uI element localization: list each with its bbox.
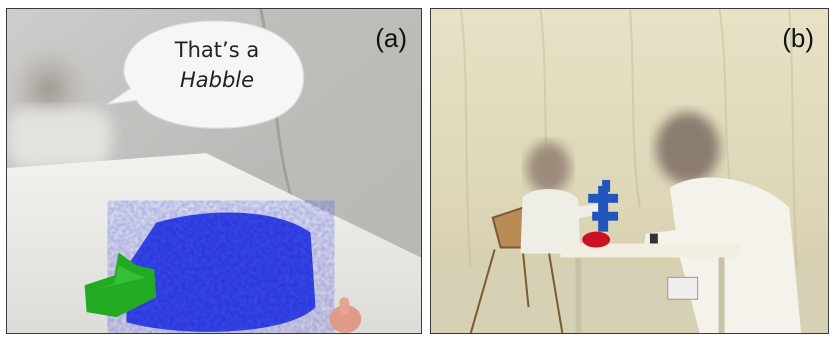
green-toy: [84, 252, 157, 318]
table-top: [560, 243, 740, 258]
panel-label-a: (a): [375, 23, 407, 53]
speech-line-1: That’s a: [174, 38, 260, 62]
scene-b-illustration: [431, 9, 828, 333]
panel-label-b: (b): [782, 23, 814, 53]
child-body: [520, 189, 581, 254]
photo-panel-b: (b): [430, 8, 829, 334]
scene-a-illustration: [7, 9, 421, 333]
equipment-box: [667, 276, 699, 300]
photo-panel-a: That’s a Habble (a): [6, 8, 422, 334]
speech-bubble: [106, 20, 305, 129]
hand: [329, 305, 362, 333]
blue-toy: [588, 179, 619, 232]
speech-bubble-text: That’s a Habble: [137, 35, 297, 95]
red-object: [582, 231, 611, 248]
blurred-adult-head: [655, 112, 720, 184]
person-shoulder: [7, 108, 112, 169]
speech-line-2: Habble: [179, 68, 255, 92]
blurred-child-head: [526, 142, 571, 194]
